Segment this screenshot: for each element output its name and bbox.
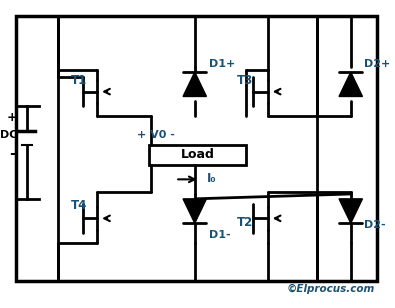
Text: T3: T3 xyxy=(237,74,253,87)
Polygon shape xyxy=(183,72,207,96)
Text: Load: Load xyxy=(181,148,214,161)
Bar xyxy=(149,145,246,165)
Text: DC: DC xyxy=(0,130,17,140)
Text: T4: T4 xyxy=(71,199,87,212)
Bar xyxy=(16,15,377,281)
Polygon shape xyxy=(339,72,363,96)
Text: D2+: D2+ xyxy=(365,59,391,69)
Polygon shape xyxy=(339,199,363,223)
Polygon shape xyxy=(183,199,207,223)
Text: I₀: I₀ xyxy=(207,172,216,185)
Text: D1+: D1+ xyxy=(209,59,236,69)
Text: +: + xyxy=(7,111,18,124)
Text: + V0 -: + V0 - xyxy=(137,130,175,140)
Text: T2: T2 xyxy=(237,216,253,229)
Text: T1: T1 xyxy=(71,74,87,87)
Text: ©Elprocus.com: ©Elprocus.com xyxy=(287,284,375,294)
Text: D1-: D1- xyxy=(209,230,231,240)
Text: D2-: D2- xyxy=(365,220,386,230)
Text: -: - xyxy=(9,146,16,161)
